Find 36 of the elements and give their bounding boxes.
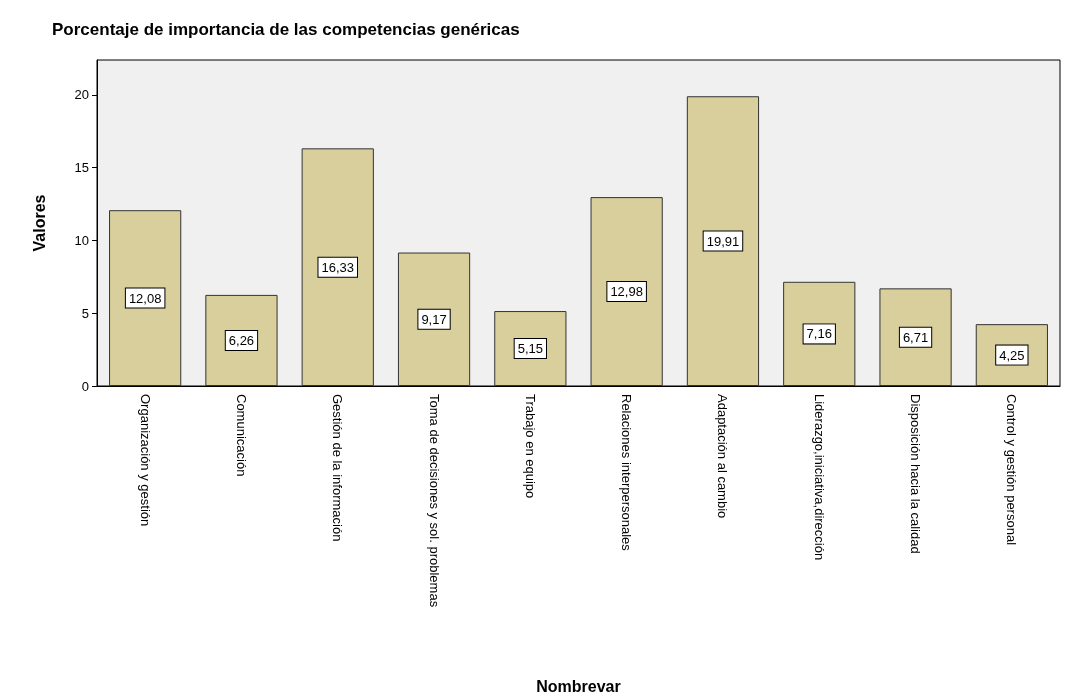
data-label: 4,25 [999, 347, 1025, 363]
bar [783, 281, 856, 386]
data-label: 12,08 [128, 290, 162, 306]
x-tick-label: Adaptación al cambio [715, 394, 731, 519]
y-tick-label: 0 [81, 378, 89, 394]
bar [879, 288, 952, 386]
bar [590, 197, 663, 386]
x-tick-label: Disposición hacia la calidad [908, 394, 924, 554]
x-axis-title: Nombrevar [536, 677, 621, 695]
bar [109, 210, 182, 386]
data-label: 6,71 [902, 329, 929, 345]
bar [397, 252, 471, 386]
x-tick-label: Control y gestión personal [1004, 394, 1020, 546]
bar [301, 148, 374, 386]
x-tick-label: Toma de decisiones y sol. problemas [426, 394, 442, 608]
x-tick-label: Gestión de la información [330, 394, 346, 542]
data-label: 16,33 [321, 259, 355, 275]
data-label: 6,26 [228, 332, 255, 348]
x-tick-label: Organización y gestión [137, 394, 153, 527]
x-tick-label: Trabajo en equipo [522, 394, 538, 499]
y-tick-label: 20 [74, 87, 89, 103]
data-label: 19,91 [706, 233, 740, 249]
data-label: 12,98 [610, 284, 643, 300]
y-axis-title: Valores [30, 194, 48, 252]
x-tick-label: Comunicación [233, 394, 249, 477]
x-tick-label: Relaciones interpersonales [619, 394, 635, 552]
data-label: 5,15 [517, 341, 544, 357]
data-label: 9,17 [421, 311, 447, 327]
y-tick-label: 15 [74, 160, 89, 176]
x-tick-label: Liderazgo,iniciativa,dirección [811, 394, 827, 561]
data-label: 7,16 [806, 326, 832, 342]
bar [205, 294, 278, 386]
chart-title: Porcentaje de importancia de las competencias genéricas [52, 20, 520, 39]
y-tick-label: 10 [74, 232, 89, 248]
y-tick-label: 5 [81, 305, 89, 321]
bar [686, 96, 760, 386]
